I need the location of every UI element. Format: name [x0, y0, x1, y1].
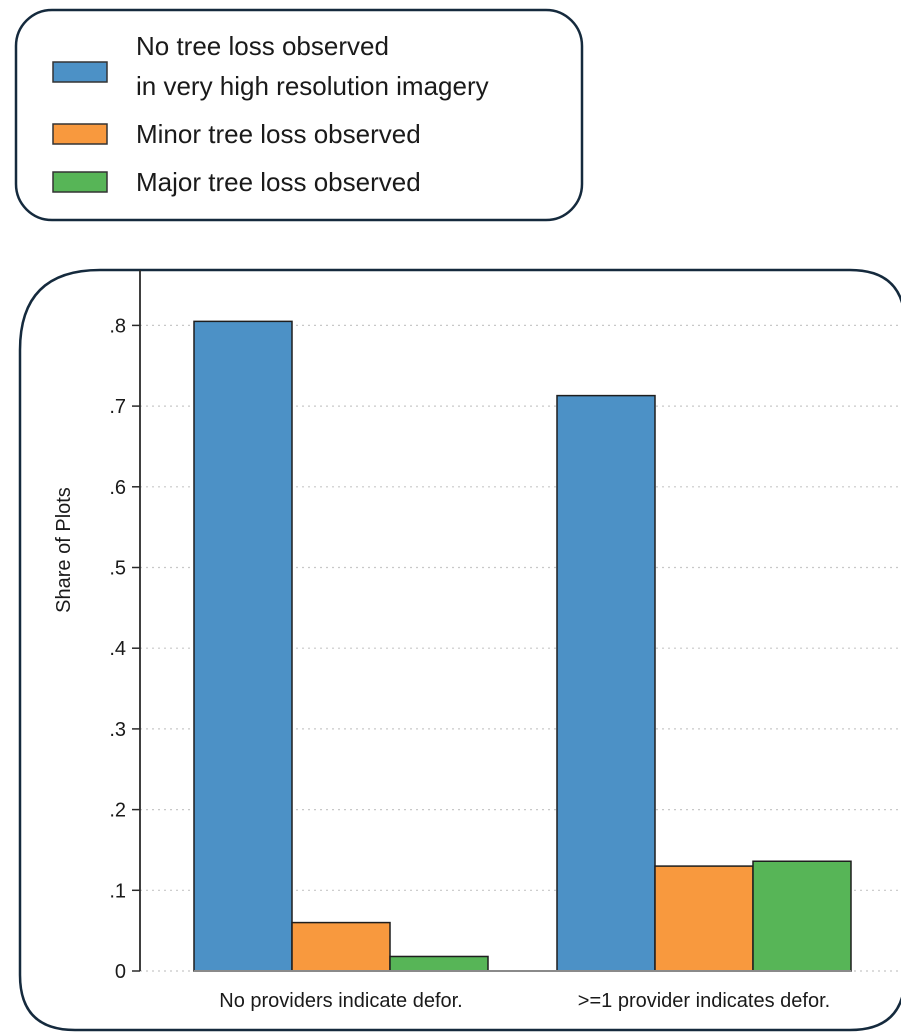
x-category-label: >=1 provider indicates defor. — [578, 990, 830, 1012]
legend-frame — [14, 8, 584, 222]
legend-swatch-minor-loss — [52, 123, 108, 145]
y-ticks: 0 .1 .2 .3 .4 .5 .6 .7 .8 — [109, 315, 140, 983]
y-axis-title: Share of Plots — [53, 487, 75, 613]
y-tick-label: .1 — [109, 880, 126, 902]
legend: No tree loss observed in very high resol… — [14, 8, 584, 222]
y-tick-label: .2 — [109, 800, 126, 822]
y-tick-label: .6 — [109, 477, 126, 499]
y-tick-label: .7 — [109, 396, 126, 418]
legend-label-no-loss-line1: No tree loss observed — [136, 31, 389, 61]
bar-no-loss-group-2 — [556, 394, 656, 972]
y-tick-label: .3 — [109, 719, 126, 741]
y-tick-label: 0 — [115, 961, 126, 983]
axes — [139, 270, 851, 972]
bar-major-loss-group-1 — [389, 955, 489, 972]
bar-minor-loss-group-1 — [291, 921, 391, 972]
legend-swatch-no-loss — [52, 61, 108, 83]
legend-label-minor-loss: Minor tree loss observed — [136, 119, 421, 149]
legend-label-major-loss: Major tree loss observed — [136, 167, 421, 197]
y-tick-label: .8 — [109, 315, 126, 337]
y-tick-label: .5 — [109, 558, 126, 580]
bar-minor-loss-group-2 — [654, 865, 754, 972]
legend-swatch-major-loss — [52, 171, 108, 193]
bar-major-loss-group-2 — [752, 860, 852, 972]
x-categories: No providers indicate defor. >=1 provider… — [219, 990, 830, 1012]
bar-no-loss-group-1 — [193, 320, 293, 972]
bars — [193, 320, 852, 972]
y-tick-label: .4 — [109, 638, 126, 660]
legend-label-no-loss-line2: in very high resolution imagery — [136, 71, 489, 101]
x-category-label: No providers indicate defor. — [219, 990, 462, 1012]
